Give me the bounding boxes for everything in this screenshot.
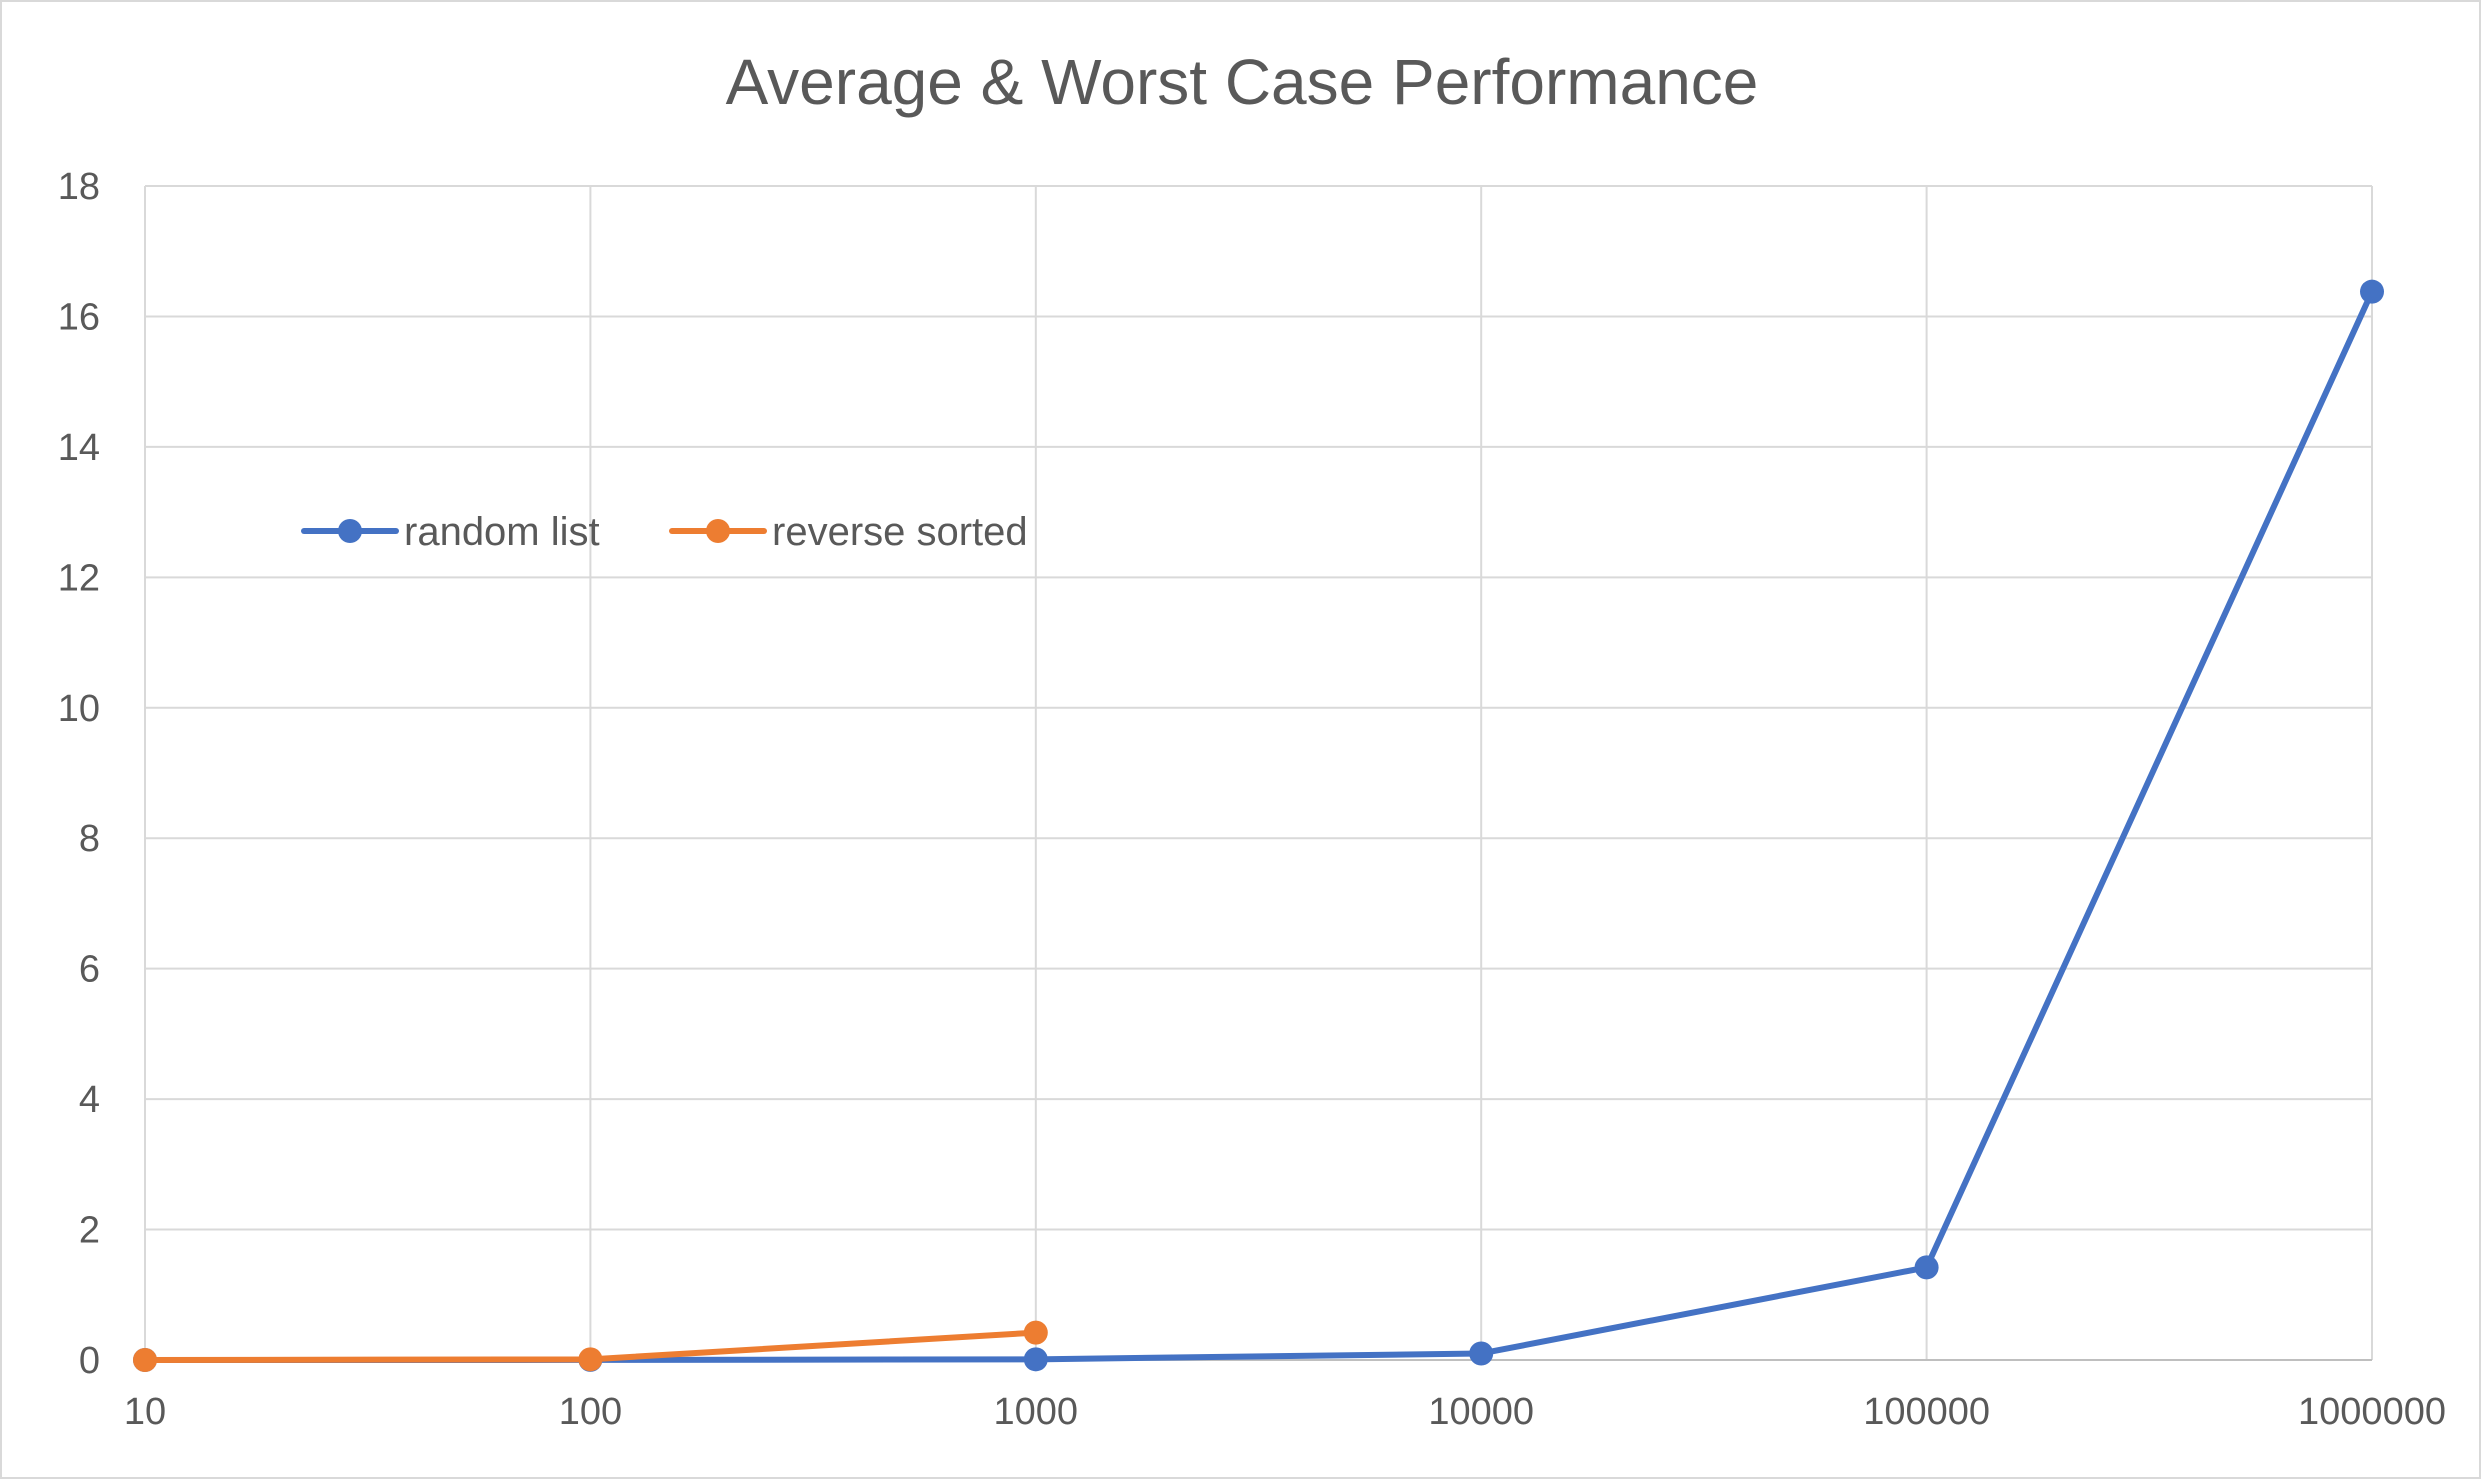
data-point [2360,279,2384,304]
x-tick-label: 10000 [1428,1391,1534,1433]
legend-label: random list [404,510,600,554]
grid [144,185,2373,1361]
series-layer [133,279,2384,1372]
x-tick-label: 1000 [994,1391,1079,1433]
y-tick-label: 0 [79,1340,100,1382]
data-point [578,1347,603,1372]
x-tick-label: 1000000 [2298,1391,2446,1433]
legend: random list reverse sorted [301,510,1028,554]
series-reverse-sorted [133,1320,1048,1372]
x-tick-label: 100000 [1863,1391,1990,1433]
series-random-list [133,279,2384,1372]
x-tick-label: 10 [124,1391,166,1433]
y-tick-label: 2 [79,1210,100,1252]
data-point [133,1348,157,1372]
chart-title: Average & Worst Case Performance [726,46,1759,118]
data-point [1023,1347,1048,1372]
y-tick-label: 14 [58,427,100,469]
y-tick-label: 16 [58,296,100,338]
legend-label: reverse sorted [772,510,1028,554]
data-point [1914,1255,1939,1280]
y-tick-label: 12 [58,557,100,599]
y-tick-label: 4 [79,1079,100,1121]
legend-item: random list [301,510,600,554]
y-tick-label: 6 [79,949,100,991]
legend-marker [706,519,730,543]
data-point [1023,1320,1048,1345]
x-tick-label: 100 [559,1391,622,1433]
data-point [1469,1341,1494,1366]
axes: 0 2 4 6 8 10 12 14 16 18 10 100 1000 10000 100000 10000… [58,166,2446,1433]
y-tick-label: 18 [58,166,100,208]
y-tick-label: 8 [79,818,100,860]
y-tick-label: 10 [58,688,100,730]
series-line [142,288,2375,1363]
legend-marker [338,519,362,543]
legend-item: reverse sorted [669,510,1028,554]
